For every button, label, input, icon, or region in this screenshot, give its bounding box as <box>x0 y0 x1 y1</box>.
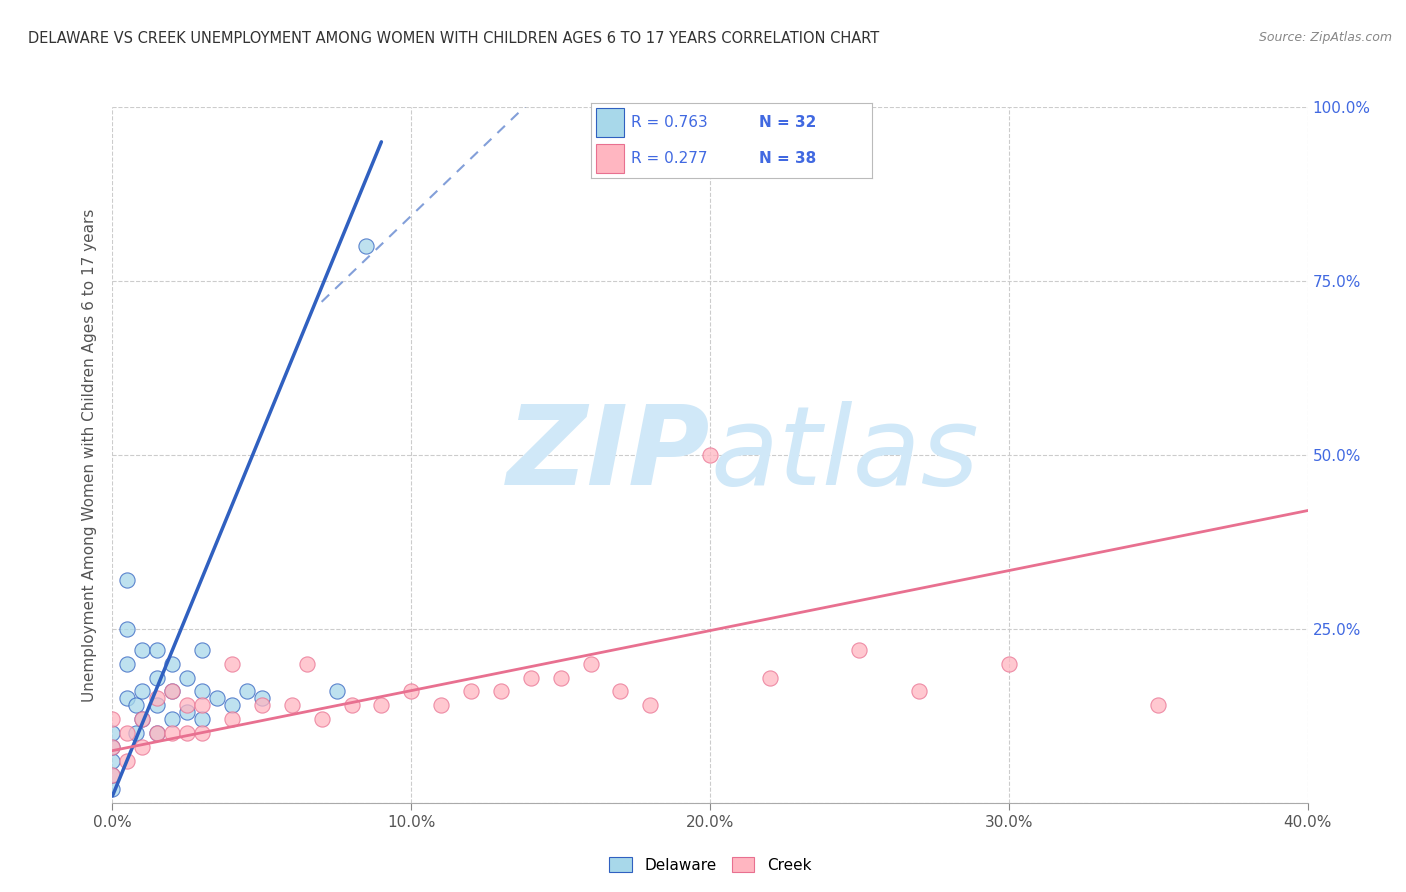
Point <box>250 698 273 713</box>
Point <box>117 657 139 671</box>
Point <box>430 698 453 713</box>
Point <box>101 768 124 782</box>
Point <box>176 726 198 740</box>
Point <box>146 671 169 685</box>
Point <box>176 671 198 685</box>
Text: N = 32: N = 32 <box>759 115 817 130</box>
Point <box>191 684 214 698</box>
Point <box>221 698 243 713</box>
Point <box>221 712 243 726</box>
Point <box>550 671 572 685</box>
Text: R = 0.277: R = 0.277 <box>631 151 707 166</box>
Y-axis label: Unemployment Among Women with Children Ages 6 to 17 years: Unemployment Among Women with Children A… <box>82 208 97 702</box>
Point <box>311 712 333 726</box>
Point <box>146 691 169 706</box>
Point <box>131 712 153 726</box>
Point <box>908 684 931 698</box>
Point <box>101 754 124 768</box>
Point <box>191 642 214 657</box>
Point <box>117 754 139 768</box>
Point <box>370 698 392 713</box>
Point <box>191 726 214 740</box>
Point <box>609 684 631 698</box>
Legend: Delaware, Creek: Delaware, Creek <box>603 850 817 879</box>
Text: Source: ZipAtlas.com: Source: ZipAtlas.com <box>1258 31 1392 45</box>
Point <box>489 684 512 698</box>
Point <box>101 740 124 755</box>
Point <box>162 684 183 698</box>
Point <box>250 691 273 706</box>
Point <box>146 698 169 713</box>
Point <box>125 726 148 740</box>
Point <box>759 671 782 685</box>
Point <box>176 706 198 720</box>
Point <box>638 698 662 713</box>
Point <box>101 740 124 755</box>
Point <box>162 712 183 726</box>
Point <box>101 726 124 740</box>
Point <box>520 671 543 685</box>
Text: atlas: atlas <box>710 401 979 508</box>
Point <box>117 691 139 706</box>
Point <box>131 712 153 726</box>
Text: DELAWARE VS CREEK UNEMPLOYMENT AMONG WOMEN WITH CHILDREN AGES 6 TO 17 YEARS CORR: DELAWARE VS CREEK UNEMPLOYMENT AMONG WOM… <box>28 31 879 46</box>
Point <box>146 726 169 740</box>
Point <box>579 657 602 671</box>
Point <box>176 698 198 713</box>
Point <box>848 642 870 657</box>
Point <box>191 712 214 726</box>
Text: R = 0.763: R = 0.763 <box>631 115 709 130</box>
Point <box>162 657 183 671</box>
Bar <box>596 145 624 173</box>
Point <box>460 684 482 698</box>
Point <box>117 622 139 636</box>
Point <box>101 768 124 782</box>
Point <box>117 573 139 587</box>
Point <box>236 684 259 698</box>
Point <box>295 657 318 671</box>
Point <box>191 698 214 713</box>
Text: ZIP: ZIP <box>506 401 710 508</box>
Point <box>205 691 228 706</box>
Point <box>146 726 169 740</box>
Bar <box>596 108 624 136</box>
Point <box>1147 698 1170 713</box>
Point <box>146 642 169 657</box>
Point <box>162 684 183 698</box>
Point <box>340 698 363 713</box>
Point <box>325 684 347 698</box>
Point <box>117 726 139 740</box>
Point <box>131 684 153 698</box>
Point <box>699 448 721 462</box>
Point <box>131 740 153 755</box>
Point <box>131 642 153 657</box>
Point <box>356 239 378 253</box>
Point <box>401 684 423 698</box>
Point <box>101 712 124 726</box>
Point <box>125 698 148 713</box>
Point <box>281 698 304 713</box>
Text: N = 38: N = 38 <box>759 151 817 166</box>
Point <box>101 781 124 796</box>
Point <box>221 657 243 671</box>
Point <box>162 726 183 740</box>
Point <box>998 657 1021 671</box>
